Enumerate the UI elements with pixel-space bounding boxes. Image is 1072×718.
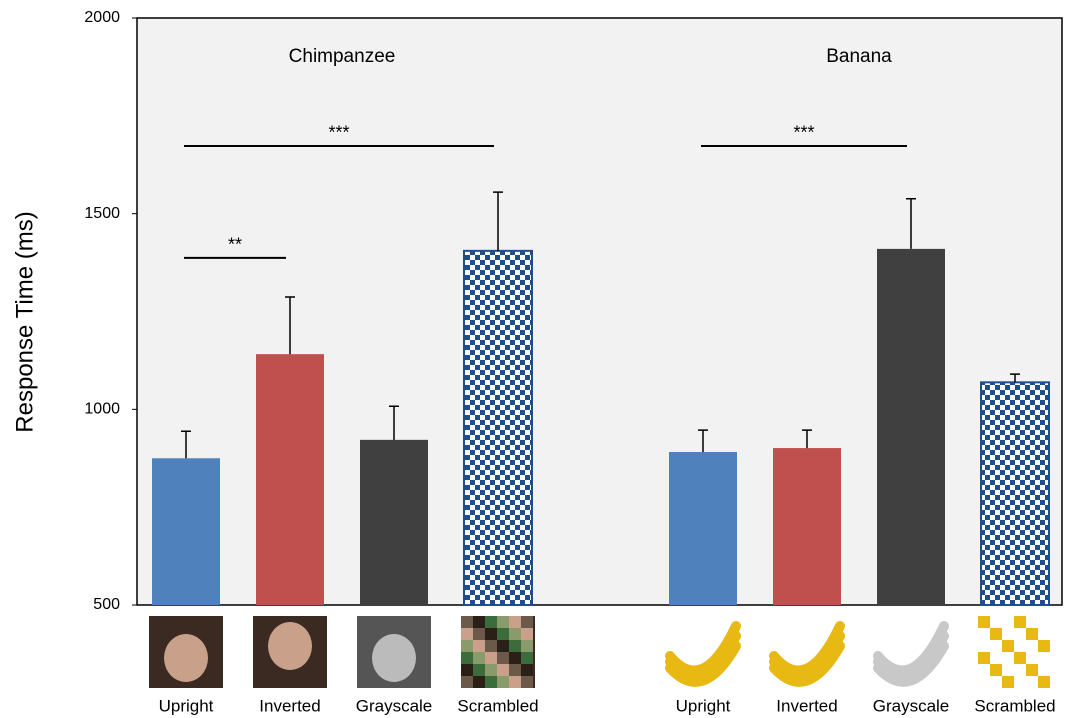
thumbnail-tile [521,640,533,652]
thumbnail-tile [461,628,473,640]
bar [256,354,324,605]
thumbnail-tile [990,628,1002,640]
thumbnail-tile [521,628,533,640]
bar [464,251,532,605]
thumbnail-tile [1002,676,1014,688]
bar [669,452,737,605]
thumbnail-tile [473,628,485,640]
thumbnail-tile [461,616,473,628]
thumbnail-tile [497,640,509,652]
thumbnail-tile [461,676,473,688]
x-tick-label: Grayscale [356,696,433,715]
thumbnail-tile [1002,640,1014,652]
thumbnail-tile [497,616,509,628]
thumbnail-tile [978,616,990,628]
thumbnail-tile [485,628,497,640]
bar [981,382,1049,605]
x-tick-label: Scrambled [457,696,538,715]
significance-label: *** [793,123,814,143]
group-title: Chimpanzee [289,46,396,67]
thumbnail-tile [473,640,485,652]
thumbnail-tile [497,652,509,664]
bar [877,249,945,605]
x-tick-label: Grayscale [873,696,950,715]
bar [773,448,841,605]
thumbnail-face [268,622,312,670]
significance-label: ** [228,235,242,255]
x-tick-label: Upright [159,696,214,715]
bar [360,440,428,605]
y-tick-label: 1000 [84,401,120,418]
x-tick-label: Inverted [259,696,320,715]
thumbnail-tile [1014,616,1026,628]
x-tick-label: Upright [676,696,731,715]
thumbnail-tile [521,676,533,688]
thumbnail-tile [473,616,485,628]
thumbnail-tile [497,664,509,676]
thumbnail-tile [473,652,485,664]
thumbnail-tile [473,664,485,676]
thumbnail-tile [497,628,509,640]
significance-label: *** [328,123,349,143]
x-tick-label: Scrambled [974,696,1055,715]
thumbnail-face [372,634,416,682]
y-tick-label: 2000 [84,9,120,26]
thumbnail-tile [1026,664,1038,676]
thumbnail-tile [509,628,521,640]
thumbnail-tile [521,616,533,628]
thumbnail-tile [485,664,497,676]
thumbnail-tile [978,652,990,664]
y-tick-label: 500 [93,596,120,613]
thumbnail-tile [509,652,521,664]
thumbnail-tile [485,616,497,628]
thumbnail-tile [485,652,497,664]
thumbnail-tile [461,640,473,652]
chart: Response Time (ms) 500 1000 1500 2000 Chimpa… [0,0,1072,718]
thumbnail-tile [1038,676,1050,688]
thumbnail-tile [497,676,509,688]
x-tick-label: Inverted [776,696,837,715]
thumbnail-tile [461,664,473,676]
thumbnail-tile [509,676,521,688]
thumbnail-tile [1038,640,1050,652]
thumbnail-tile [1014,652,1026,664]
y-axis-label: Response Time (ms) [11,211,38,432]
thumbnail-tile [485,676,497,688]
thumbnail-tile [473,676,485,688]
thumbnail-face [164,634,208,682]
y-tick-label: 1500 [84,205,120,222]
thumbnail-tile [1026,628,1038,640]
thumbnail-tile [485,640,497,652]
thumbnail-tile [509,664,521,676]
thumbnail-tile [509,616,521,628]
thumbnail-tile [509,640,521,652]
thumbnail-tile [990,664,1002,676]
thumbnail-tile [521,652,533,664]
group-title: Banana [826,46,892,67]
bar [152,458,220,605]
thumbnail-tile [461,652,473,664]
thumbnail-tile [521,664,533,676]
